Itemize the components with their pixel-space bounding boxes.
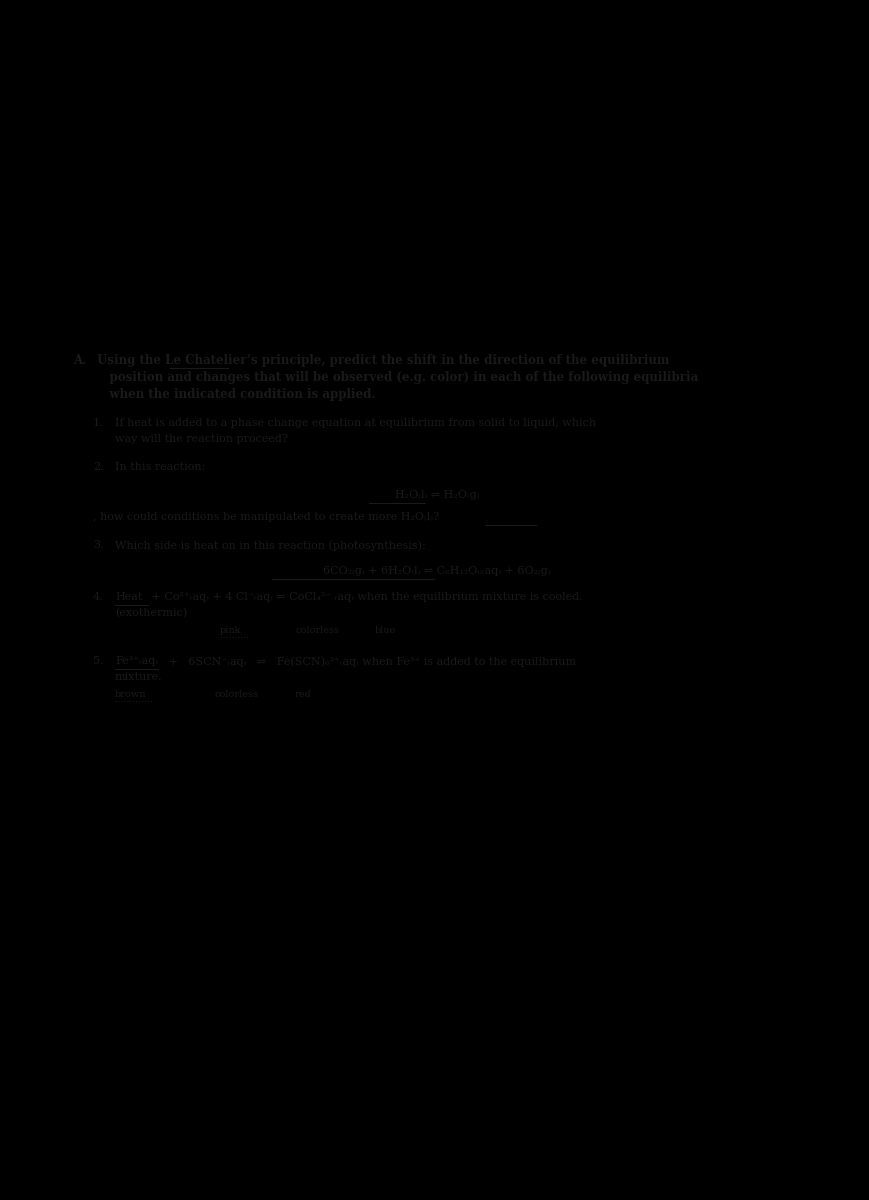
Text: colorless: colorless <box>295 626 339 635</box>
Text: when the indicated condition is applied.: when the indicated condition is applied. <box>93 388 375 401</box>
Text: In this reaction:: In this reaction: <box>115 462 205 472</box>
Text: (exothermic): (exothermic) <box>115 608 187 618</box>
Text: mixture.: mixture. <box>115 672 163 682</box>
Text: red: red <box>295 690 312 698</box>
Text: colorless: colorless <box>215 690 259 698</box>
Text: 2.: 2. <box>93 462 103 472</box>
Text: + Co²⁺₍aq₎ + 4 Cl⁻₍aq₎ ⇌ CoCl₄²⁻ ₍aq₎ when the equilibrium mixture is cooled.: + Co²⁺₍aq₎ + 4 Cl⁻₍aq₎ ⇌ CoCl₄²⁻ ₍aq₎ wh… <box>148 592 582 602</box>
Text: A.: A. <box>73 354 86 367</box>
Text: Fe³⁺₍aq₎: Fe³⁺₍aq₎ <box>115 656 158 666</box>
Text: Which side is heat on in this reaction (photosynthesis):: Which side is heat on in this reaction (… <box>115 540 426 551</box>
Text: Using the Le Chatelier’s principle, predict the shift in the direction of the eq: Using the Le Chatelier’s principle, pred… <box>93 354 669 367</box>
Text: +   6SCN⁻₍aq₎   ⇌   Fe(SCN)₆³⁺₍aq₎ when Fe³⁺ is added to the equilibrium: + 6SCN⁻₍aq₎ ⇌ Fe(SCN)₆³⁺₍aq₎ when Fe³⁺ i… <box>158 656 576 666</box>
Text: If heat is added to a phase change equation at equilibrium from solid to liquid,: If heat is added to a phase change equat… <box>115 418 596 428</box>
Text: H₂O₍l₎ ⇌ H₂O₍g₎: H₂O₍l₎ ⇌ H₂O₍g₎ <box>395 490 479 500</box>
Text: 4.: 4. <box>93 592 103 602</box>
Text: 6CO₂₍g₎ + 6H₂O₍l₎ ⇌ C₆H₁₂O₆₍aq₎ + 6O₂₍g₎: 6CO₂₍g₎ + 6H₂O₍l₎ ⇌ C₆H₁₂O₆₍aq₎ + 6O₂₍g₎ <box>323 566 551 576</box>
Text: Heat: Heat <box>115 592 143 602</box>
Text: blue: blue <box>375 626 396 635</box>
Text: 3.: 3. <box>93 540 103 550</box>
Text: position and changes that will be observed (e.g. color) in each of the following: position and changes that will be observ… <box>93 371 699 384</box>
Text: pink: pink <box>220 626 242 635</box>
Text: 1.: 1. <box>93 418 103 428</box>
Text: way will the reaction proceed?: way will the reaction proceed? <box>115 434 288 444</box>
Text: brown: brown <box>115 690 147 698</box>
Text: 5.: 5. <box>93 656 103 666</box>
Text: , how could conditions be manipulated to create more H₂O₍l₎?: , how could conditions be manipulated to… <box>93 512 439 522</box>
